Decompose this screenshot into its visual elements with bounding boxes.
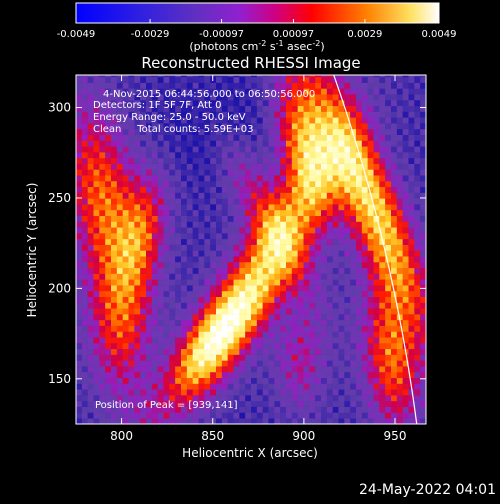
plot-frame (75, 74, 427, 425)
x-tick-label: 900 (292, 429, 315, 443)
chart-title: Reconstructed RHESSI Image (141, 54, 360, 72)
footer-date: 24-May-2022 04:01 (359, 482, 496, 498)
colorbar-tick-label: 0.00097 (273, 29, 314, 40)
x-axis-label: Heliocentric X (arcsec) (182, 446, 318, 460)
x-tick-label: 800 (110, 429, 133, 443)
colorbar-unit-label: (photons cm-2 s-1 asec-2) (189, 39, 324, 53)
y-tick-label: 200 (48, 281, 71, 295)
annotation-clean-counts: Clean Total counts: 5.59E+03 (93, 124, 253, 135)
colorbar-gradient (75, 2, 440, 24)
solar-limb (333, 75, 418, 424)
peak-position-label: Position of Peak = [939,141] (95, 400, 238, 411)
y-tick-label: 150 (48, 372, 71, 386)
annotations: 4-Nov-2015 06:44:56.000 to 06:50:56.000 … (93, 89, 315, 411)
colorbar-ticks: -0.0049 -0.0029 -0.00097 0.00097 0.0029 0.004… (57, 19, 457, 40)
y-axis-label: Heliocentric Y (arcsec) (25, 183, 39, 318)
heatmap-image (76, 75, 426, 424)
y-axis: 150 200 250 300 (48, 101, 426, 386)
annotation-time-range: 4-Nov-2015 06:44:56.000 to 06:50:56.000 (103, 89, 315, 100)
colorbar: -0.0049 -0.0029 -0.00097 0.00097 0.0029 0.004… (57, 2, 457, 53)
y-tick-label: 300 (48, 101, 71, 115)
x-tick-label: 950 (384, 429, 407, 443)
annotation-detectors: Detectors: 1F 5F 7F, Att 0 (93, 100, 221, 111)
annotation-energy-range: Energy Range: 25.0 - 50.0 keV (93, 112, 246, 123)
colorbar-tick-label: -0.0029 (131, 29, 170, 40)
x-tick-label: 850 (201, 429, 224, 443)
x-axis: 800 850 900 950 (110, 75, 406, 443)
colorbar-tick-label: -0.0049 (57, 29, 96, 40)
colorbar-tick-label: 0.0049 (422, 29, 457, 40)
colorbar-tick-label: 0.0029 (347, 29, 382, 40)
y-tick-label: 250 (48, 191, 71, 205)
colorbar-tick-label: -0.00097 (199, 29, 244, 40)
